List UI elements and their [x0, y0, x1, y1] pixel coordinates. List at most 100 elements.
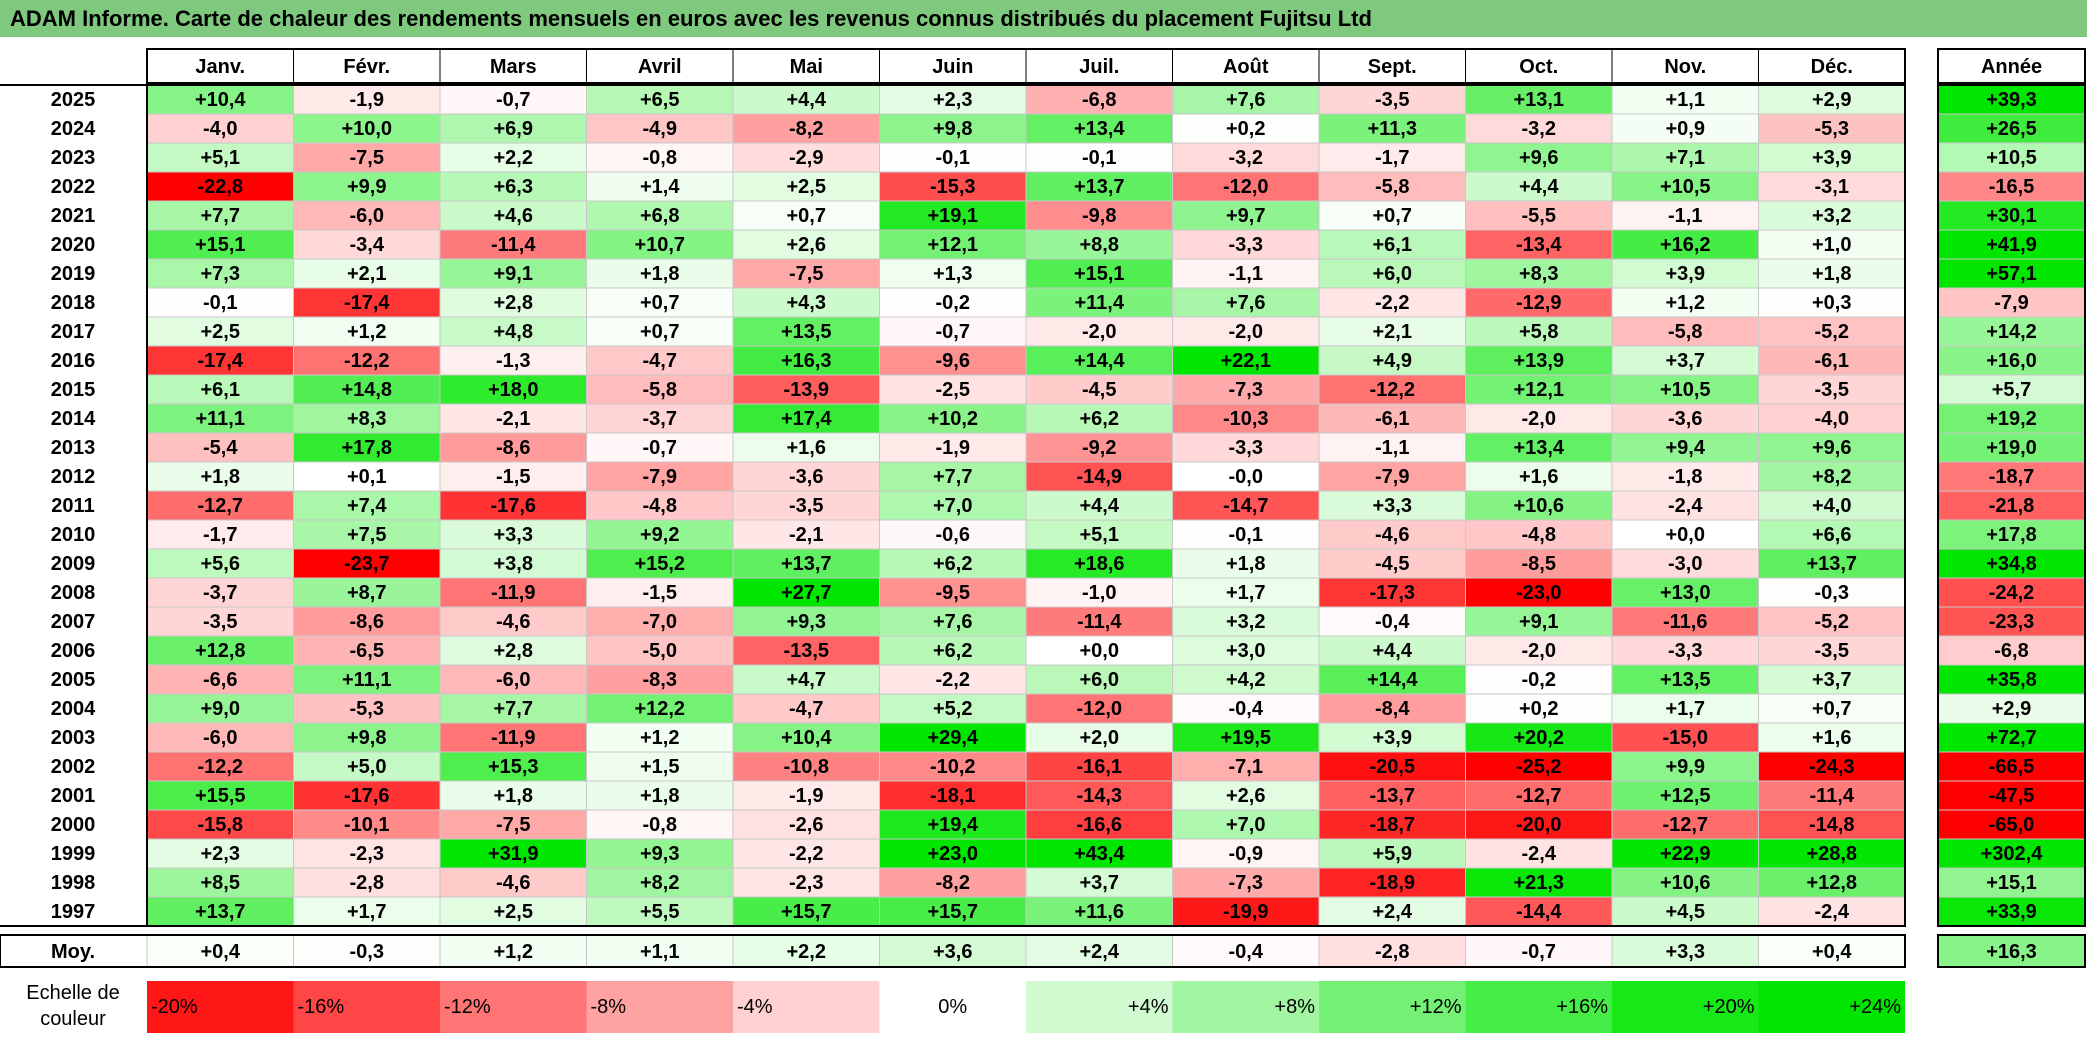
cell-value: -14,7: [1223, 495, 1269, 517]
annual-value: +19,0: [1986, 437, 2037, 459]
annual-value: -47,5: [1989, 785, 2035, 807]
heatmap-cell: [879, 142, 1027, 173]
cell-value: -3,7: [203, 582, 237, 604]
cell-value: +0,0: [1666, 524, 1705, 546]
heatmap-cell: [1758, 635, 1906, 666]
heatmap-cell: [1758, 403, 1906, 434]
heatmap-cell: [879, 84, 1027, 115]
cell-value: -8,2: [789, 118, 823, 140]
cell-value: +8,3: [347, 408, 386, 430]
heatmap-cell: [439, 896, 587, 927]
cell-value: -0,1: [203, 292, 237, 314]
cell-value: +1,6: [1519, 466, 1558, 488]
column-header: Oct.: [1519, 56, 1558, 78]
average-value: +2,4: [1080, 941, 1120, 963]
heatmap-cell: [1025, 838, 1173, 869]
heatmap-cell: [293, 635, 441, 666]
annual-value: +302,4: [1981, 843, 2044, 865]
cell-value: -0,9: [1229, 843, 1263, 865]
year-label: 2010: [51, 524, 96, 546]
heatmap-cell: [1465, 867, 1613, 898]
scale-swatch: [1319, 981, 1466, 1033]
heatmap-cell: [586, 84, 734, 115]
cell-value: +43,4: [1074, 843, 1125, 865]
cell-value: -1,1: [1229, 263, 1263, 285]
cell-value: +11,6: [1074, 901, 1124, 923]
cell-value: +9,1: [1519, 611, 1558, 633]
cell-value: +13,4: [1074, 118, 1125, 140]
heatmap-cell: [439, 142, 587, 173]
heatmap-cell: [293, 896, 441, 927]
heatmap-cell: [1318, 113, 1466, 144]
heatmap-cell: [586, 287, 734, 318]
cell-value: -7,1: [1229, 756, 1263, 778]
cell-value: +6,1: [1373, 234, 1412, 256]
heatmap-cell: [879, 780, 1027, 811]
heatmap-cell: [1758, 345, 1906, 376]
annual-value: +17,8: [1986, 524, 2037, 546]
cell-value: +13,0: [1660, 582, 1711, 604]
heatmap-cell: [879, 113, 1027, 144]
annual-header-cell: [1937, 48, 2086, 84]
heatmap-cell: [1172, 374, 1320, 405]
cell-value: +31,9: [488, 843, 539, 865]
heatmap-cell: [146, 403, 294, 434]
cell-value: +7,6: [1226, 292, 1265, 314]
heatmap-cell: [1025, 867, 1173, 898]
heatmap-cell: [293, 287, 441, 318]
heatmap-cell: [1172, 751, 1320, 782]
cell-value: -14,9: [1076, 466, 1122, 488]
heatmap-cell: [1318, 461, 1466, 492]
cell-value: +13,7: [195, 901, 246, 923]
cell-value: -13,4: [1516, 234, 1562, 256]
heatmap-cell: [1172, 577, 1320, 608]
cell-value: -13,5: [783, 640, 829, 662]
cell-value: +13,9: [1513, 350, 1564, 372]
year-label: 2013: [51, 437, 96, 459]
heatmap-cell: [1465, 200, 1613, 231]
heatmap-cell: [586, 693, 734, 724]
column-header: Mai: [790, 56, 823, 78]
cell-value: -0,3: [1815, 582, 1849, 604]
heatmap-cell: [1465, 809, 1613, 840]
heatmap-cell: [439, 809, 587, 840]
average-cell: [1318, 934, 1466, 968]
heatmap-cell: [732, 693, 880, 724]
heatmap-cell: [1611, 374, 1759, 405]
cell-value: -0,6: [936, 524, 970, 546]
cell-value: +6,8: [640, 205, 679, 227]
cell-value: +3,3: [1373, 495, 1412, 517]
cell-value: +0,7: [787, 205, 826, 227]
cell-value: +9,1: [494, 263, 533, 285]
cell-value: +11,1: [342, 669, 392, 691]
cell-value: +20,2: [1513, 727, 1564, 749]
heatmap-cell: [586, 809, 734, 840]
cell-value: -6,1: [1375, 408, 1409, 430]
cell-value: -23,7: [344, 553, 390, 575]
heatmap-cell: [1172, 258, 1320, 289]
cell-value: +16,2: [1660, 234, 1711, 256]
heatmap-cell: [1025, 84, 1173, 115]
heatmap-cell: [1025, 577, 1173, 608]
heatmap-cell: [1318, 258, 1466, 289]
cell-value: -2,1: [496, 408, 530, 430]
cell-value: -0,7: [496, 89, 530, 111]
average-cell: [1758, 934, 1906, 968]
heatmap-cell: [1758, 258, 1906, 289]
cell-value: +4,8: [494, 321, 533, 343]
cell-value: +1,4: [640, 176, 680, 198]
cell-value: -12,2: [344, 350, 390, 372]
cell-value: -7,5: [350, 147, 384, 169]
heatmap-cell: [293, 229, 441, 260]
cell-value: +5,0: [347, 756, 386, 778]
cell-value: -1,5: [643, 582, 677, 604]
average-cell: [1465, 934, 1613, 968]
scale-swatch: [293, 981, 440, 1033]
column-header: Janv.: [195, 56, 245, 78]
heatmap-cell: [1172, 316, 1320, 347]
cell-value: +3,9: [1373, 727, 1412, 749]
heatmap-cell: [146, 606, 294, 637]
year-label: 2005: [51, 669, 96, 691]
heatmap-cell: [1025, 490, 1173, 521]
average-cell: [293, 934, 441, 968]
